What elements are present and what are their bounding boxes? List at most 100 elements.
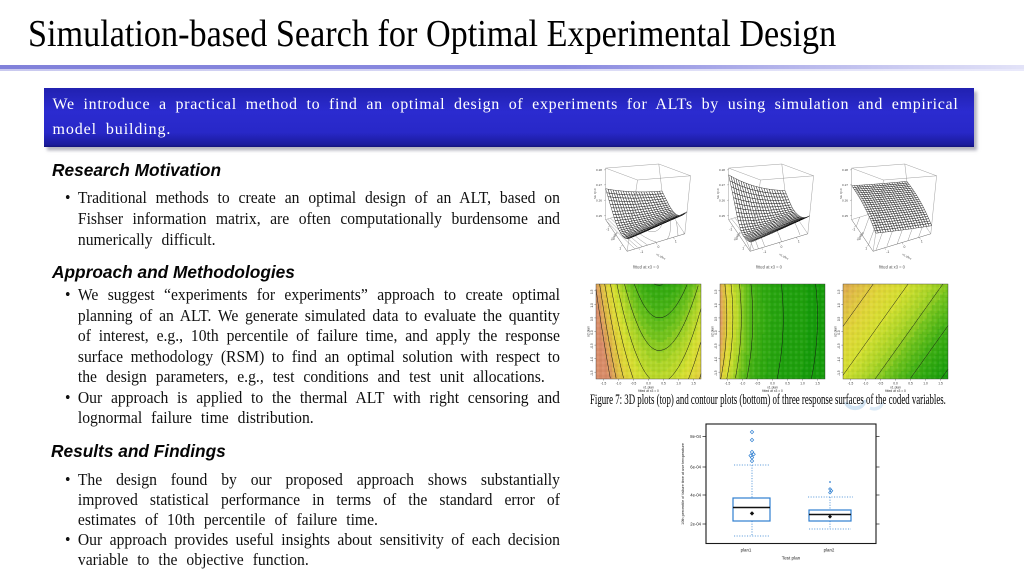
- svg-text:fitted at x3 = 0: fitted at x3 = 0: [885, 389, 906, 393]
- svg-text:-1.0: -1.0: [616, 381, 622, 385]
- svg-text:0.5: 0.5: [713, 316, 717, 321]
- svg-text:x2 plan: x2 plan: [586, 326, 590, 337]
- svg-text:-1: -1: [763, 250, 766, 254]
- svg-text:x2 alloc: x2 alloc: [610, 231, 619, 242]
- svg-text:0.25: 0.25: [719, 214, 725, 218]
- svg-text:-1.5: -1.5: [724, 381, 730, 385]
- svg-text:1.5: 1.5: [815, 381, 820, 385]
- svg-text:0.28: 0.28: [842, 168, 848, 172]
- svg-text:x1 plan: x1 plan: [767, 385, 778, 389]
- svg-text:0.0: 0.0: [646, 381, 651, 385]
- svg-text:SE Q10: SE Q10: [839, 188, 843, 199]
- svg-text:1.0: 1.0: [713, 303, 717, 308]
- svg-text:x1 alloc: x1 alloc: [656, 252, 667, 261]
- svg-text:x1 plan: x1 plan: [890, 385, 901, 389]
- svg-text:2e-04: 2e-04: [690, 521, 701, 526]
- svg-text:0.27: 0.27: [596, 183, 602, 187]
- svg-text:0: 0: [735, 237, 737, 241]
- svg-text:0: 0: [658, 245, 660, 249]
- svg-text:1: 1: [920, 240, 922, 244]
- svg-text:0.27: 0.27: [719, 183, 725, 187]
- svg-text:x2 alloc: x2 alloc: [732, 231, 741, 242]
- svg-text:1.5: 1.5: [837, 289, 841, 294]
- svg-text:1.5: 1.5: [713, 289, 717, 294]
- svg-text:SE Q10: SE Q10: [716, 188, 720, 199]
- svg-text:1: 1: [865, 247, 867, 251]
- svg-text:1: 1: [619, 247, 621, 251]
- svg-text:SE Q10: SE Q10: [593, 188, 597, 199]
- svg-text:fitted at x3 = 0: fitted at x3 = 0: [633, 265, 660, 270]
- svg-text:-0.5: -0.5: [713, 343, 717, 349]
- svg-text:0: 0: [903, 245, 905, 249]
- svg-text:-1.0: -1.0: [713, 357, 717, 363]
- svg-text:0.28: 0.28: [596, 168, 602, 172]
- svg-text:0.5: 0.5: [837, 316, 841, 321]
- svg-text:fitted at x3 = 0: fitted at x3 = 0: [879, 265, 906, 270]
- svg-text:0.26: 0.26: [719, 198, 725, 202]
- svg-text:-1.0: -1.0: [739, 381, 745, 385]
- svg-text:-0.5: -0.5: [754, 381, 760, 385]
- svg-text:-1.0: -1.0: [837, 357, 841, 363]
- svg-text:1: 1: [742, 247, 744, 251]
- svg-text:0: 0: [613, 237, 615, 241]
- svg-text:0.0: 0.0: [837, 330, 841, 335]
- svg-text:0.25: 0.25: [842, 214, 848, 218]
- svg-text:1: 1: [675, 240, 677, 244]
- svg-text:0.26: 0.26: [842, 198, 848, 202]
- svg-text:0.5: 0.5: [908, 381, 913, 385]
- svg-text:0.27: 0.27: [842, 183, 848, 187]
- svg-text:0.0: 0.0: [713, 330, 717, 335]
- svg-text:1.0: 1.0: [590, 303, 594, 308]
- svg-text:1: 1: [797, 240, 799, 244]
- svg-text:1.0: 1.0: [837, 303, 841, 308]
- svg-text:4e-04: 4e-04: [690, 492, 701, 497]
- svg-text:-1: -1: [640, 250, 643, 254]
- svg-text:x1 plan: x1 plan: [643, 385, 654, 389]
- svg-text:0: 0: [858, 237, 860, 241]
- svg-text:-1: -1: [886, 250, 889, 254]
- svg-text:-0.5: -0.5: [837, 343, 841, 349]
- svg-text:0.5: 0.5: [590, 316, 594, 321]
- svg-text:-0.5: -0.5: [590, 343, 594, 349]
- svg-text:x2 plan: x2 plan: [833, 326, 837, 337]
- svg-text:-1.5: -1.5: [837, 370, 841, 376]
- svg-text:-1.0: -1.0: [863, 381, 869, 385]
- svg-text:0.0: 0.0: [770, 381, 775, 385]
- svg-text:plan1: plan1: [741, 548, 752, 553]
- svg-text:x2 plan: x2 plan: [710, 326, 714, 337]
- svg-text:fitted at x3 = 0: fitted at x3 = 0: [762, 389, 783, 393]
- svg-text:fitted at x3 = 0: fitted at x3 = 0: [638, 389, 659, 393]
- svg-text:0.5: 0.5: [785, 381, 790, 385]
- svg-text:-1: -1: [852, 228, 855, 232]
- svg-text:x2 alloc: x2 alloc: [855, 231, 864, 242]
- svg-text:-1.5: -1.5: [713, 370, 717, 376]
- svg-text:-1.0: -1.0: [590, 357, 594, 363]
- svg-text:plan2: plan2: [824, 548, 835, 553]
- svg-text:0.25: 0.25: [596, 214, 602, 218]
- svg-text:8e-04: 8e-04: [690, 434, 701, 439]
- svg-text:10th percentile of failure tim: 10th percentile of failure time at use t…: [681, 443, 685, 525]
- svg-text:0.5: 0.5: [661, 381, 666, 385]
- svg-text:1.5: 1.5: [590, 289, 594, 294]
- svg-text:0.28: 0.28: [719, 168, 725, 172]
- svg-text:-1: -1: [606, 228, 609, 232]
- svg-text:-0.5: -0.5: [631, 381, 637, 385]
- svg-text:-1.5: -1.5: [848, 381, 854, 385]
- svg-text:0.0: 0.0: [590, 330, 594, 335]
- svg-text:fitted at x3 = 0: fitted at x3 = 0: [756, 265, 783, 270]
- svg-text:Test plan: Test plan: [782, 556, 801, 561]
- svg-text:-1.5: -1.5: [601, 381, 607, 385]
- svg-text:x1 alloc: x1 alloc: [778, 252, 789, 261]
- svg-text:-1.5: -1.5: [590, 370, 594, 376]
- svg-text:0.26: 0.26: [596, 198, 602, 202]
- svg-text:1.5: 1.5: [938, 381, 943, 385]
- svg-text:1.0: 1.0: [800, 381, 805, 385]
- svg-text:x1 alloc: x1 alloc: [901, 252, 912, 261]
- svg-text:6e-04: 6e-04: [690, 464, 701, 469]
- svg-text:-0.5: -0.5: [878, 381, 884, 385]
- svg-text:1.5: 1.5: [691, 381, 696, 385]
- svg-text:1.0: 1.0: [676, 381, 681, 385]
- svg-text:0.0: 0.0: [893, 381, 898, 385]
- svg-text:1.0: 1.0: [923, 381, 928, 385]
- svg-text:-1: -1: [729, 228, 732, 232]
